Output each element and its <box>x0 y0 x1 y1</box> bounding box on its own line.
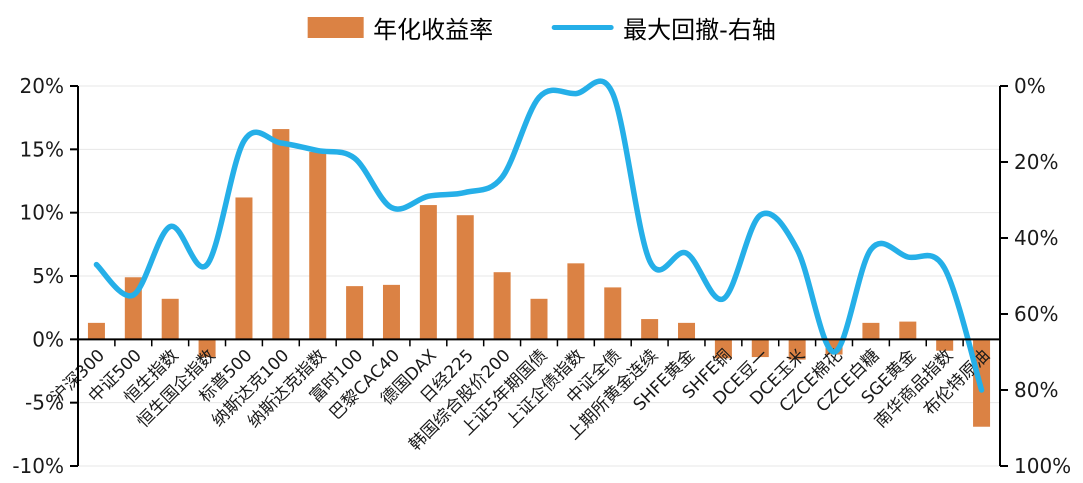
left-axis-label: -10% <box>12 454 64 478</box>
return-bar <box>493 272 511 340</box>
return-bar <box>936 339 954 351</box>
return-bar <box>714 339 732 359</box>
left-axis-label: 5% <box>32 264 64 288</box>
axes: 20% 15% 10% 5% 0% -5% -10% 0% 20% 40% 60% 80% 100% <box>12 74 1071 478</box>
return-bar <box>161 298 179 340</box>
drawdown-line <box>93 78 985 393</box>
return-bar <box>641 319 659 340</box>
return-bar <box>87 322 105 340</box>
chart-legend: 年化收益率 最大回撤-右轴 <box>307 10 776 45</box>
return-bar <box>567 263 585 340</box>
right-axis-label: 100% <box>1014 454 1071 478</box>
legend-bar-label: 年化收益率 <box>373 16 494 44</box>
legend-item-drawdown: 最大回撤-右轴 <box>551 10 776 45</box>
return-bar <box>751 339 769 358</box>
return-bar <box>382 284 400 340</box>
return-bar <box>309 151 327 340</box>
gridlines <box>78 85 1000 467</box>
legend-line-label: 最大回撤-右轴 <box>623 16 776 44</box>
return-bar <box>346 286 364 340</box>
line-series-swatch-icon <box>551 25 614 30</box>
right-axis-label: 60% <box>1014 302 1058 326</box>
return-bar <box>198 339 216 358</box>
return-bar <box>788 339 806 360</box>
left-axis-label: 15% <box>20 137 64 161</box>
return-bar <box>272 129 290 340</box>
left-axis-label: 20% <box>20 74 64 98</box>
return-bar <box>899 321 917 340</box>
x-axis-labels: 沪深300中证500恒生指数恒生国企指数标普500纳斯达克100纳斯达克指数富时… <box>48 345 994 454</box>
left-axis-label: -5% <box>25 391 64 415</box>
return-bar <box>530 298 548 340</box>
right-axis-label: 0% <box>1014 74 1046 98</box>
return-bar <box>456 215 474 340</box>
return-bar <box>604 287 622 340</box>
legend-item-return: 年化收益率 <box>307 10 493 45</box>
bar-series-swatch-icon <box>307 17 364 38</box>
left-axis-label: 0% <box>32 327 64 351</box>
return-bar <box>862 322 880 340</box>
right-axis-label: 20% <box>1014 150 1058 174</box>
right-axis-label: 80% <box>1014 378 1058 402</box>
right-axis-label: 40% <box>1014 226 1058 250</box>
return-bar <box>419 205 437 340</box>
return-bar <box>235 197 253 340</box>
left-axis-label: 10% <box>20 201 64 225</box>
return-bar <box>678 322 696 340</box>
